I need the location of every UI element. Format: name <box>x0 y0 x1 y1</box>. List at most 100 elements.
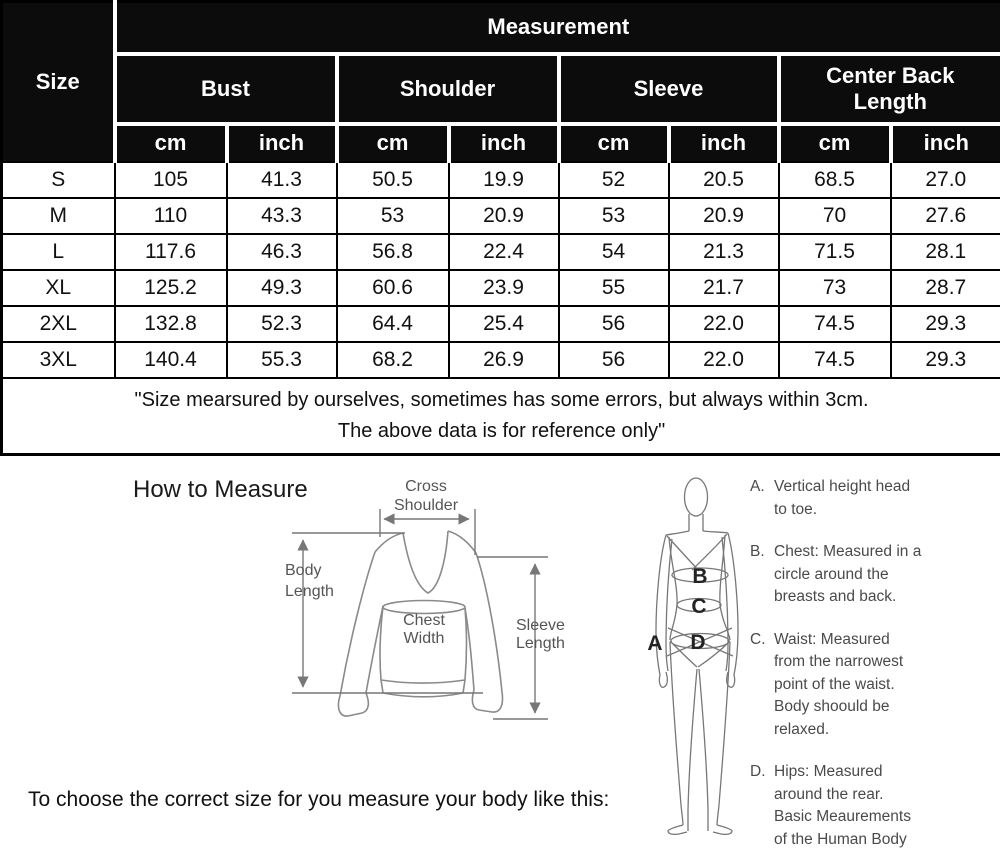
sleeve-length-label-line1: Sleeve <box>516 617 565 634</box>
sweater-outline <box>337 530 504 717</box>
value-cell: 56 <box>557 304 670 343</box>
value-cell: 55 <box>557 268 670 307</box>
header-row-units: cm inch cm inch cm inch cm inch <box>2 122 1000 163</box>
value-cell: 54 <box>557 232 670 271</box>
marker-c-label: C <box>691 595 706 618</box>
value-cell: 53 <box>335 196 450 235</box>
note-line-2: The above data is for reference only" <box>337 419 666 442</box>
instruction-item-a: A. Vertical height head to toe. <box>750 476 970 521</box>
size-cell: L <box>0 232 116 271</box>
instruction-item-c: C. Waist: Measured from the narrowest po… <box>750 629 970 742</box>
value-cell: 52.3 <box>225 304 338 343</box>
value-cell: 105 <box>113 160 228 199</box>
value-cell: 29.3 <box>889 340 1000 379</box>
marker-a-label: A <box>647 632 662 655</box>
size-cell: 2XL <box>0 304 116 343</box>
table-row: L 117.6 46.3 56.8 22.4 54 21.3 71.5 28.1 <box>0 232 1000 271</box>
instruction-text: Chest: Measured in a circle around the b… <box>774 543 922 605</box>
body-length-label-line1: Body <box>285 562 321 579</box>
value-cell: 74.5 <box>777 340 892 379</box>
value-cell: 71.5 <box>777 232 892 271</box>
value-cell: 110 <box>113 196 228 235</box>
size-table-body: S 105 41.3 50.5 19.9 52 20.5 68.5 27.0 M 110 43.3 53… <box>0 160 1000 379</box>
body-length-label-line2: Length <box>285 583 334 600</box>
marker-d-label: D <box>690 631 705 654</box>
value-cell: 64.4 <box>335 304 450 343</box>
value-cell: 20.9 <box>447 196 560 235</box>
value-cell: 28.1 <box>889 232 1000 271</box>
value-cell: 68.5 <box>777 160 892 199</box>
size-cell: XL <box>0 268 116 307</box>
instruction-item-d: D. Hips: Measured around the rear. Basic… <box>750 761 970 851</box>
value-cell: 22.0 <box>667 304 780 343</box>
value-cell: 125.2 <box>113 268 228 307</box>
value-cell: 70 <box>777 196 892 235</box>
how-to-measure-heading: How to Measure <box>133 476 308 503</box>
value-cell: 27.6 <box>889 196 1000 235</box>
value-cell: 26.9 <box>447 340 560 379</box>
value-cell: 132.8 <box>113 304 228 343</box>
marker-b-label: B <box>692 565 707 588</box>
unit-header-cm: cm <box>777 122 893 163</box>
table-header: Size Measurement Bust Shoulder Sleeve Ce… <box>0 0 1000 163</box>
group-header-sleeve: Sleeve <box>557 52 781 126</box>
value-cell: 25.4 <box>447 304 560 343</box>
table-row: M 110 43.3 53 20.9 53 20.9 70 27.6 <box>0 196 1000 235</box>
value-cell: 29.3 <box>889 304 1000 343</box>
header-row-groups: Bust Shoulder Sleeve Center Back Length <box>2 52 1000 126</box>
unit-header-inch: inch <box>447 122 561 163</box>
value-cell: 21.3 <box>667 232 780 271</box>
value-cell: 52 <box>557 160 670 199</box>
table-row: 3XL 140.4 55.3 68.2 26.9 56 22.0 74.5 29.3 <box>0 340 1000 379</box>
chest-width-label-line2: Width <box>404 630 445 647</box>
sleeve-length-label-line2: Length <box>516 635 565 652</box>
value-cell: 60.6 <box>335 268 450 307</box>
instruction-item-b: B. Chest: Measured in a circle around th… <box>750 541 970 609</box>
value-cell: 50.5 <box>335 160 450 199</box>
note-cell: "Size mearsured by ourselves, sometimes … <box>0 376 1000 455</box>
size-cell: S <box>0 160 116 199</box>
unit-header-inch: inch <box>225 122 339 163</box>
size-advice-caption: To choose the correct size for you measu… <box>28 788 610 811</box>
value-cell: 20.9 <box>667 196 780 235</box>
table-row: S 105 41.3 50.5 19.9 52 20.5 68.5 27.0 <box>0 160 1000 199</box>
value-cell: 56.8 <box>335 232 450 271</box>
table-row: XL 125.2 49.3 60.6 23.9 55 21.7 73 28.7 <box>0 268 1000 307</box>
instruction-label: A. <box>750 478 765 495</box>
unit-header-cm: cm <box>335 122 451 163</box>
body-outline <box>655 477 739 836</box>
cross-shoulder-label-line1: Cross <box>405 478 447 495</box>
size-chart-table: Size Measurement Bust Shoulder Sleeve Ce… <box>0 0 1000 456</box>
cross-shoulder-label-line2: Shoulder <box>394 497 459 514</box>
group-header-center-back-length: Center Back Length <box>777 52 1000 126</box>
header-row-measurement: Size Measurement <box>0 0 1000 163</box>
value-cell: 49.3 <box>225 268 338 307</box>
value-cell: 19.9 <box>447 160 560 199</box>
value-cell: 68.2 <box>335 340 450 379</box>
table-footer: "Size mearsured by ourselves, sometimes … <box>0 376 1000 455</box>
value-cell: 22.4 <box>447 232 560 271</box>
instruction-label: B. <box>750 543 765 560</box>
instruction-text: Vertical height head to toe. <box>774 478 911 518</box>
value-cell: 46.3 <box>225 232 338 271</box>
group-header-bust: Bust <box>113 52 339 126</box>
chest-width-label-line1: Chest <box>403 612 445 629</box>
value-cell: 56 <box>557 340 670 379</box>
size-column-header: Size <box>0 0 117 163</box>
value-cell: 73 <box>777 268 892 307</box>
value-cell: 41.3 <box>225 160 338 199</box>
value-cell: 27.0 <box>889 160 1000 199</box>
table-row: 2XL 132.8 52.3 64.4 25.4 56 22.0 74.5 29.3 <box>0 304 1000 343</box>
unit-header-cm: cm <box>113 122 229 163</box>
value-cell: 28.7 <box>889 268 1000 307</box>
measurement-header: Measurement <box>113 0 1000 56</box>
garment-diagram: Cross Shoulder Body Length Chest Width S… <box>285 478 565 720</box>
size-cell: M <box>0 196 116 235</box>
value-cell: 22.0 <box>667 340 780 379</box>
body-figure-diagram: A B C D <box>647 477 739 836</box>
note-row: "Size mearsured by ourselves, sometimes … <box>0 376 1000 455</box>
value-cell: 55.3 <box>225 340 338 379</box>
instruction-text: Waist: Measured from the narrowest point… <box>774 630 904 738</box>
instructions-list: A. Vertical height head to toe. B. Chest… <box>750 476 970 865</box>
